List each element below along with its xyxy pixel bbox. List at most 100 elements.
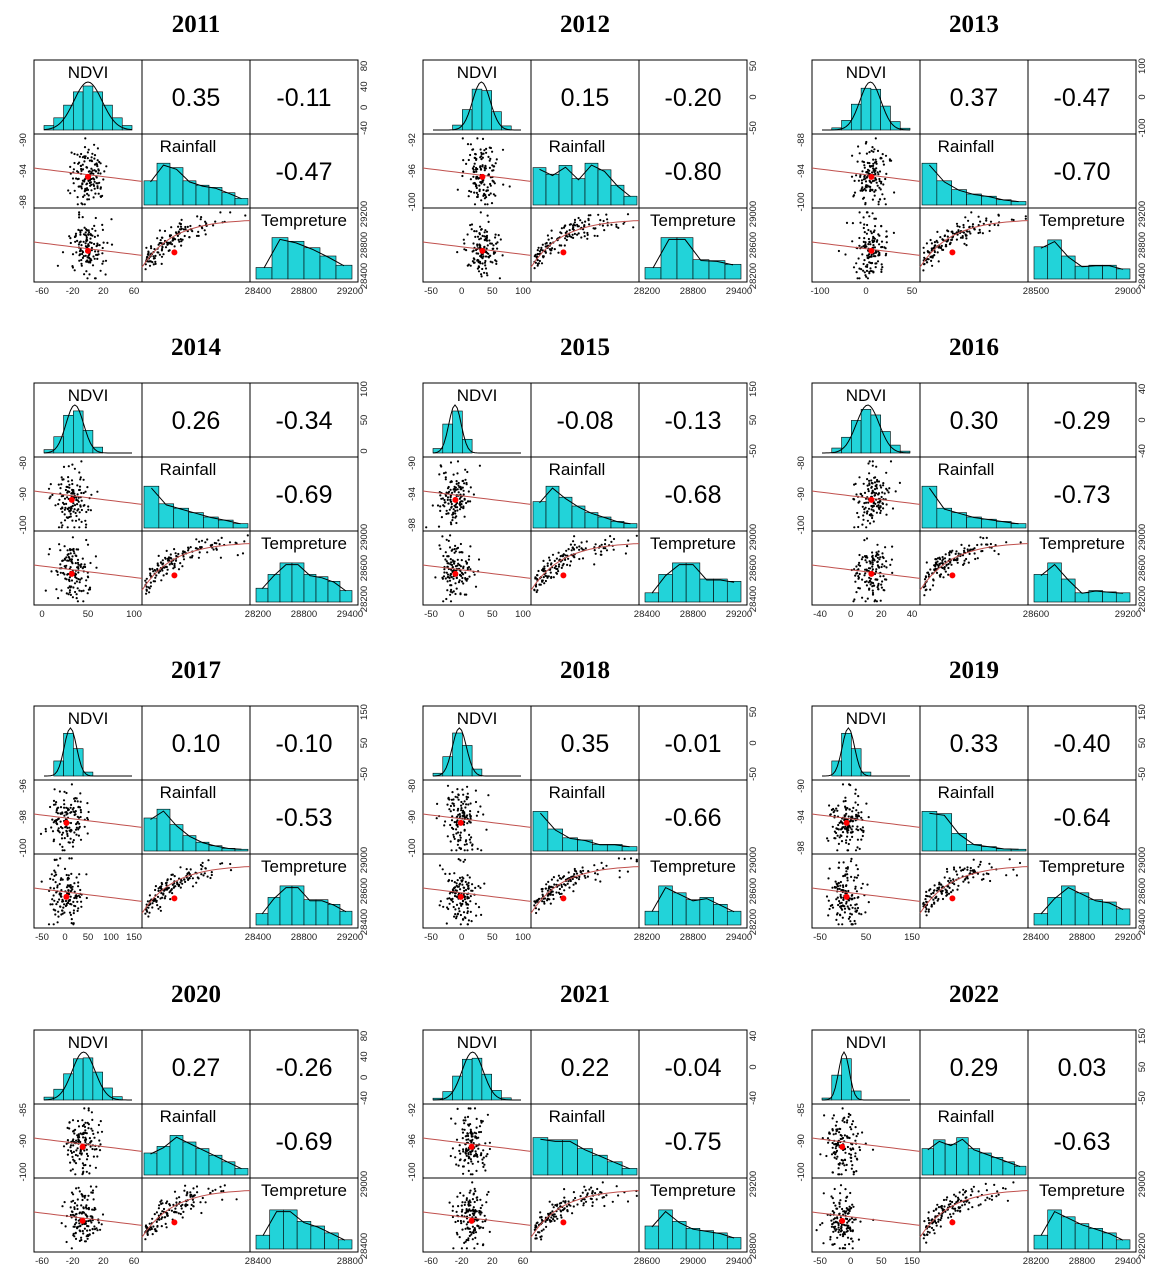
scatter-point bbox=[59, 878, 62, 882]
scatter-point bbox=[67, 559, 70, 562]
scatter-point bbox=[469, 1153, 472, 1156]
scatter-point bbox=[876, 556, 879, 559]
scatter-point bbox=[469, 821, 472, 824]
scatter-point bbox=[874, 251, 877, 254]
y-tick-label: -50 bbox=[1137, 767, 1148, 781]
scatter-point bbox=[83, 1125, 87, 1128]
scatter-point bbox=[97, 253, 100, 256]
scatter-point bbox=[453, 804, 456, 807]
scatter-point bbox=[944, 245, 947, 248]
scatter-point bbox=[489, 260, 492, 263]
y-tick-label: -90 bbox=[796, 779, 807, 793]
mean-point bbox=[171, 1219, 178, 1226]
scatter-point bbox=[866, 277, 870, 280]
scatter-point bbox=[69, 1213, 72, 1217]
scatter-point bbox=[85, 228, 88, 231]
scatter-point bbox=[485, 151, 488, 154]
scatter-point bbox=[483, 231, 486, 234]
scatter-point bbox=[922, 901, 925, 904]
scatter-point bbox=[993, 549, 996, 553]
scatter-point bbox=[605, 213, 608, 216]
scatter-point bbox=[61, 559, 65, 562]
scatter-point bbox=[635, 858, 638, 861]
scatter-point bbox=[59, 905, 62, 908]
scatter-point bbox=[880, 495, 883, 499]
scatter-point bbox=[93, 1136, 96, 1139]
scatter-point bbox=[989, 879, 992, 883]
scatter-point bbox=[83, 825, 86, 828]
scatter-point bbox=[85, 1148, 88, 1151]
scatter-point bbox=[577, 225, 580, 228]
scatter-point bbox=[494, 236, 497, 239]
scatter-point bbox=[928, 895, 931, 898]
scatter-point bbox=[70, 579, 74, 582]
scatter-point bbox=[465, 816, 468, 819]
scatter-point bbox=[446, 835, 449, 838]
scatter-point bbox=[72, 1199, 75, 1202]
scatter-point bbox=[68, 486, 71, 489]
scatter-ndvi-rainfall bbox=[33, 460, 143, 529]
scatter-point bbox=[55, 903, 58, 906]
temperature-label: Tempreture bbox=[650, 1181, 736, 1200]
scatter-point bbox=[59, 857, 62, 860]
scatter-point bbox=[491, 247, 494, 250]
scatter-point bbox=[844, 799, 847, 803]
y-tick-label: 29000 bbox=[748, 201, 759, 227]
scatter-point bbox=[879, 509, 882, 512]
cell-frame bbox=[422, 1177, 532, 1253]
scatter-point bbox=[466, 1132, 469, 1135]
scatter-point bbox=[90, 171, 93, 174]
scatter-point bbox=[431, 504, 434, 507]
scatter-point bbox=[94, 1166, 97, 1169]
mean-point bbox=[171, 572, 178, 579]
scatter-point bbox=[551, 553, 555, 556]
scatter-point bbox=[878, 243, 881, 246]
scatter-point bbox=[544, 579, 548, 583]
scatter-point bbox=[469, 841, 472, 844]
scatter-point bbox=[858, 553, 861, 557]
y-tick-label: -100 bbox=[1137, 118, 1148, 137]
scatter-point bbox=[75, 251, 78, 254]
scatter-point bbox=[846, 835, 849, 838]
scatter-point bbox=[863, 574, 866, 577]
panel-title: 2014 bbox=[171, 334, 222, 361]
ndvi-density-line bbox=[43, 81, 133, 131]
scatter-point bbox=[467, 884, 470, 887]
scatter-point bbox=[480, 228, 483, 231]
scatter-point bbox=[53, 858, 56, 861]
x-tick-label: -60 bbox=[35, 1256, 49, 1267]
scatter-point bbox=[877, 173, 880, 176]
scatter-point bbox=[846, 873, 849, 876]
scatter-point bbox=[160, 249, 163, 252]
scatter-point bbox=[866, 254, 869, 257]
scatter-point bbox=[76, 196, 79, 199]
x-tick-label: -20 bbox=[66, 286, 80, 297]
scatter-point bbox=[448, 808, 451, 811]
scatter-point bbox=[481, 234, 484, 237]
scatter-point bbox=[462, 860, 465, 863]
x-tick-label: 28800 bbox=[291, 609, 317, 620]
rainfall-histogram-bar bbox=[621, 1168, 638, 1176]
scatter-point bbox=[874, 217, 878, 220]
scatter-point bbox=[80, 460, 83, 463]
scatter-point bbox=[57, 827, 60, 830]
scatter-point bbox=[577, 216, 580, 220]
scatter-point bbox=[75, 548, 78, 551]
y-tick-label: 50 bbox=[748, 61, 759, 72]
lowess-line bbox=[811, 167, 921, 182]
scatter-point bbox=[78, 589, 81, 592]
corr-ndvi-tempreture: -0.20 bbox=[665, 84, 722, 112]
scatter-point bbox=[83, 1227, 86, 1230]
scatter-point bbox=[867, 237, 871, 241]
scatter-point bbox=[553, 566, 556, 570]
scatter-point bbox=[72, 502, 75, 505]
scatter-point bbox=[456, 251, 459, 254]
scatter-point bbox=[453, 548, 456, 551]
scatter-point bbox=[458, 551, 461, 554]
rainfall-histogram-bar bbox=[156, 1146, 171, 1176]
scatter-point bbox=[244, 214, 247, 217]
scatter-point bbox=[460, 809, 463, 812]
scatter-point bbox=[615, 223, 618, 226]
scatter-point bbox=[858, 152, 861, 155]
